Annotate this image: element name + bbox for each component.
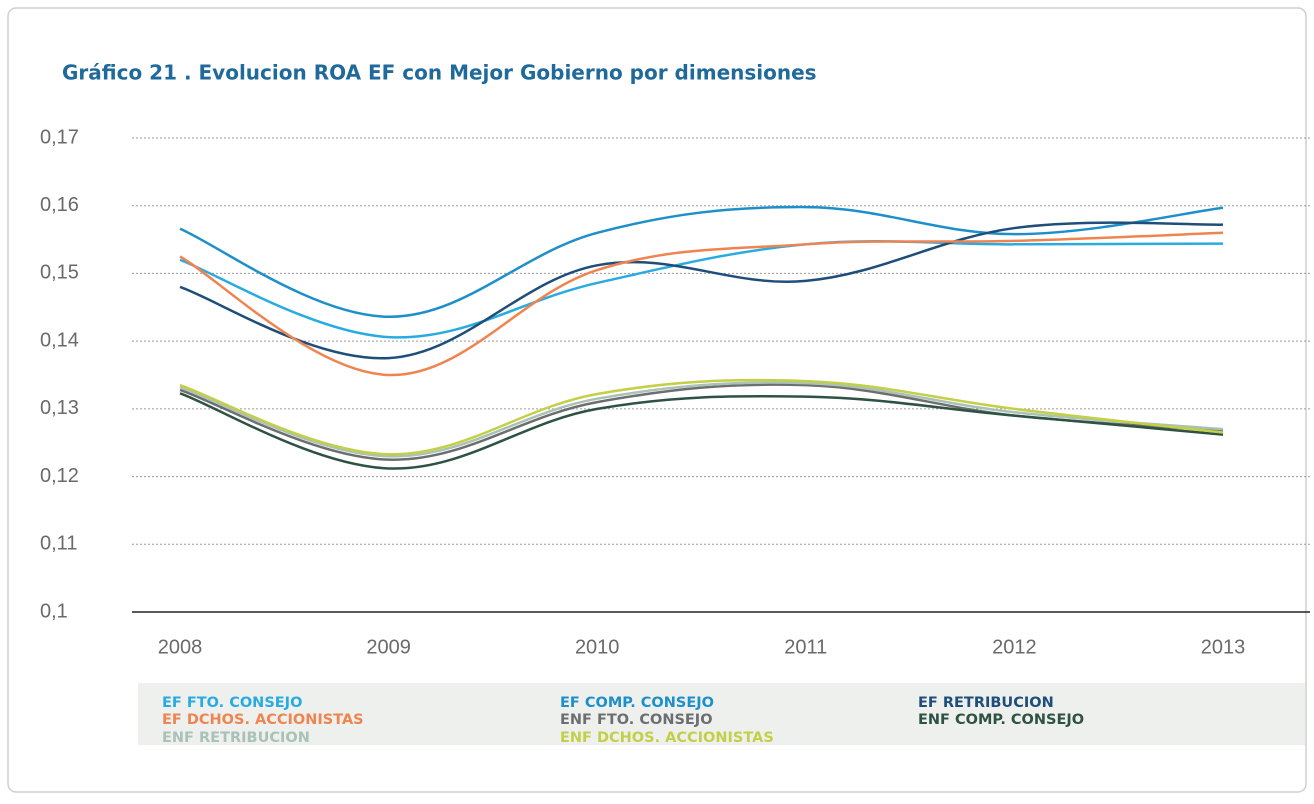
y-tick-label: 0,17 [40,126,79,148]
series-line [179,392,1224,470]
x-tick-label: 2012 [992,636,1037,658]
y-tick-label: 0,11 [40,533,77,555]
y-tick-label: 0,15 [40,262,79,284]
legend-label: EF DCHOS. ACCIONISTAS [162,712,364,728]
legend-label: ENF COMP. CONSEJO [918,712,1084,728]
legend-label: ENF FTO. CONSEJO [560,712,713,728]
x-tick-label: 2013 [1201,636,1246,658]
x-tick-label: 2009 [366,636,411,658]
y-tick-label: 0,13 [40,397,79,419]
legend-label: EF RETRIBUCION [918,695,1054,711]
series-line [179,221,1224,360]
x-tick-label: 2011 [784,636,827,658]
series-line [179,378,1224,456]
y-tick-label: 0,14 [40,329,79,351]
series-line [179,205,1224,319]
legend-box [138,683,1305,745]
y-tick-label: 0,12 [40,465,79,487]
y-tick-label: 0,1 [40,600,68,622]
series-line [179,240,1224,339]
legend-label: EF COMP. CONSEJO [560,695,714,711]
series-line [179,231,1224,377]
x-tick-label: 2008 [158,636,203,658]
x-tick-label: 2010 [575,636,620,658]
chart-title: Gráfico 21 . Evolucion ROA EF con Mejor … [62,61,817,85]
legend-label: EF FTO. CONSEJO [162,695,302,711]
y-tick-label: 0,16 [40,194,79,216]
legend-label: ENF RETRIBUCION [162,730,310,746]
series-line [179,381,1224,458]
legend-label: ENF DCHOS. ACCIONISTAS [560,730,774,746]
